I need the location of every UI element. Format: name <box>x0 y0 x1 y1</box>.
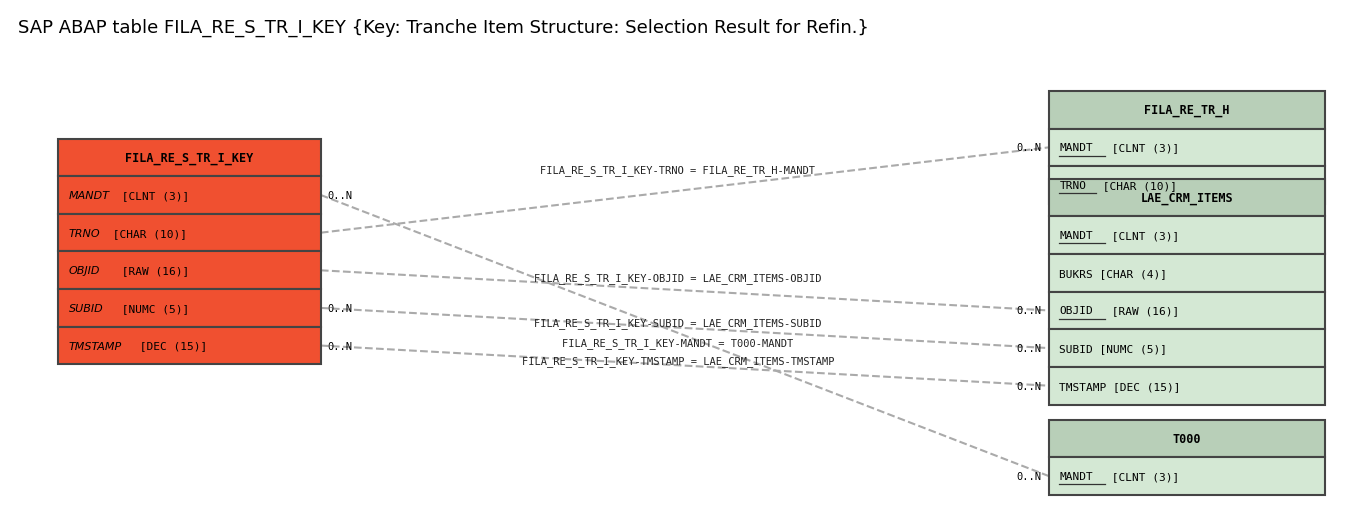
FancyBboxPatch shape <box>58 327 321 364</box>
Text: TMSTAMP [DEC (15)]: TMSTAMP [DEC (15)] <box>1059 381 1181 391</box>
Text: MANDT: MANDT <box>1059 471 1093 481</box>
Text: [RAW (16)]: [RAW (16)] <box>1105 306 1180 316</box>
Text: BUKRS [CHAR (4)]: BUKRS [CHAR (4)] <box>1059 268 1168 278</box>
Text: [CLNT (3)]: [CLNT (3)] <box>1105 143 1180 153</box>
FancyBboxPatch shape <box>1048 367 1325 405</box>
Text: LAE_CRM_ITEMS: LAE_CRM_ITEMS <box>1140 192 1233 205</box>
Text: [CLNT (3)]: [CLNT (3)] <box>115 191 188 201</box>
Text: SUBID [NUMC (5)]: SUBID [NUMC (5)] <box>1059 344 1168 353</box>
FancyBboxPatch shape <box>1048 179 1325 217</box>
Text: FILA_RE_S_TR_I_KEY-MANDT = T000-MANDT: FILA_RE_S_TR_I_KEY-MANDT = T000-MANDT <box>563 338 793 349</box>
FancyBboxPatch shape <box>58 214 321 252</box>
Text: OBJID: OBJID <box>69 266 100 276</box>
FancyBboxPatch shape <box>1048 167 1325 205</box>
FancyBboxPatch shape <box>1048 254 1325 292</box>
Text: FILA_RE_S_TR_I_KEY-SUBID = LAE_CRM_ITEMS-SUBID: FILA_RE_S_TR_I_KEY-SUBID = LAE_CRM_ITEMS… <box>534 318 822 329</box>
Text: MANDT: MANDT <box>1059 143 1093 153</box>
FancyBboxPatch shape <box>58 290 321 327</box>
Text: FILA_RE_S_TR_I_KEY-OBJID = LAE_CRM_ITEMS-OBJID: FILA_RE_S_TR_I_KEY-OBJID = LAE_CRM_ITEMS… <box>534 273 822 284</box>
Text: FILA_RE_S_TR_I_KEY-TRNO = FILA_RE_TR_H-MANDT: FILA_RE_S_TR_I_KEY-TRNO = FILA_RE_TR_H-M… <box>541 165 815 176</box>
Text: 0..N: 0..N <box>1017 143 1041 153</box>
FancyBboxPatch shape <box>1048 217 1325 254</box>
Text: [CHAR (10)]: [CHAR (10)] <box>106 228 187 238</box>
Text: 0..N: 0..N <box>1017 344 1041 353</box>
FancyBboxPatch shape <box>1048 330 1325 367</box>
Text: FILA_RE_S_TR_I_KEY: FILA_RE_S_TR_I_KEY <box>125 152 254 164</box>
FancyBboxPatch shape <box>1048 129 1325 167</box>
FancyBboxPatch shape <box>58 139 321 177</box>
FancyBboxPatch shape <box>1048 92 1325 129</box>
FancyBboxPatch shape <box>58 252 321 290</box>
Text: [CLNT (3)]: [CLNT (3)] <box>1105 471 1180 481</box>
Text: [DEC (15)]: [DEC (15)] <box>133 341 207 351</box>
Text: 0..N: 0..N <box>328 191 353 201</box>
Text: TRNO: TRNO <box>1059 181 1086 191</box>
Text: TMSTAMP: TMSTAMP <box>69 341 122 351</box>
FancyBboxPatch shape <box>1048 292 1325 330</box>
Text: 0..N: 0..N <box>328 341 353 351</box>
Text: TRNO: TRNO <box>69 228 100 238</box>
Text: FILA_RE_TR_H: FILA_RE_TR_H <box>1144 104 1230 117</box>
Text: OBJID: OBJID <box>1059 306 1093 316</box>
Text: MANDT: MANDT <box>1059 231 1093 241</box>
FancyBboxPatch shape <box>1048 457 1325 495</box>
Text: T000: T000 <box>1173 432 1201 445</box>
Text: 0..N: 0..N <box>1017 381 1041 391</box>
FancyBboxPatch shape <box>1048 420 1325 457</box>
Text: FILA_RE_S_TR_I_KEY-TMSTAMP = LAE_CRM_ITEMS-TMSTAMP: FILA_RE_S_TR_I_KEY-TMSTAMP = LAE_CRM_ITE… <box>522 355 834 366</box>
Text: 0..N: 0..N <box>328 303 353 314</box>
Text: 0..N: 0..N <box>1017 471 1041 481</box>
Text: SAP ABAP table FILA_RE_S_TR_I_KEY {Key: Tranche Item Structure: Selection Result: SAP ABAP table FILA_RE_S_TR_I_KEY {Key: … <box>18 19 869 37</box>
Text: 0..N: 0..N <box>1017 306 1041 316</box>
Text: [RAW (16)]: [RAW (16)] <box>115 266 188 276</box>
Text: [CHAR (10)]: [CHAR (10)] <box>1096 181 1177 191</box>
FancyBboxPatch shape <box>58 177 321 214</box>
Text: SUBID: SUBID <box>69 303 103 314</box>
Text: [NUMC (5)]: [NUMC (5)] <box>115 303 188 314</box>
Text: [CLNT (3)]: [CLNT (3)] <box>1105 231 1180 241</box>
Text: MANDT: MANDT <box>69 191 110 201</box>
